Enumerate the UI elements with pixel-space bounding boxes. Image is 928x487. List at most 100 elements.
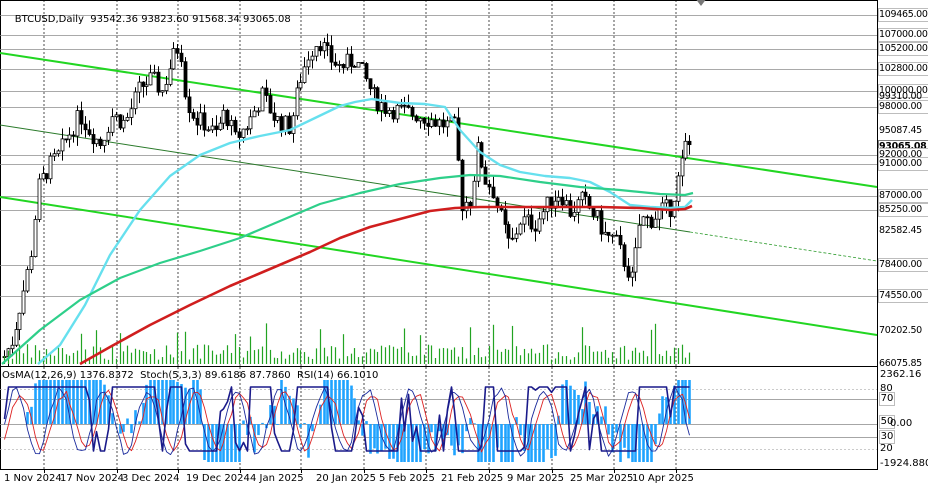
candle-body (52, 153, 57, 157)
candle-body (418, 117, 423, 122)
date-label: 10 Apr 2025 (632, 473, 694, 484)
date-tick (44, 470, 45, 473)
candle-body (333, 61, 338, 66)
date-tick (676, 470, 677, 473)
candle-body (156, 71, 161, 93)
candle-body (510, 237, 515, 240)
candle-body (29, 256, 34, 270)
candle-body (441, 119, 446, 128)
price-label: 70202.50 (879, 325, 922, 336)
price-label: 107000.00 (878, 28, 928, 42)
date-tick (240, 470, 241, 473)
candle-body (422, 117, 427, 124)
date-label: 20 Jan 2025 (316, 473, 376, 484)
price-label: 100000.00 (878, 84, 928, 98)
indicator-header: OsMA(12,26,9) 1376.8372 Stoch(5,3,3) 89.… (2, 370, 379, 381)
candle-body (572, 211, 577, 217)
candle-body (252, 110, 257, 118)
candle-body (14, 329, 19, 346)
candle-body (495, 197, 500, 207)
candle-body (114, 114, 119, 118)
candle-body (337, 64, 342, 66)
candle-body (522, 216, 527, 225)
date-tick (117, 470, 118, 473)
candle-body (137, 81, 142, 93)
price-label: 85250.00 (878, 203, 928, 217)
candle-body (680, 157, 685, 177)
candle-body (218, 122, 223, 130)
candle-body (368, 78, 373, 90)
price-label: 98000.00 (878, 100, 928, 114)
candle-body (87, 129, 92, 135)
date-label: 4 Jan 2025 (250, 473, 304, 484)
candle-body (341, 64, 346, 69)
candle-body (460, 159, 465, 212)
candle-body (649, 216, 654, 228)
candle-body (98, 138, 103, 147)
candle-body (110, 116, 115, 133)
candle-body (94, 138, 99, 145)
date-label: 3 Dec 2024 (122, 473, 180, 484)
price-label: 66075.85 (879, 358, 922, 369)
osc-label: 50 (879, 415, 895, 429)
candle-body (360, 62, 365, 64)
date-tick (614, 470, 615, 473)
candle-body (33, 219, 38, 258)
candle-body (275, 116, 280, 121)
date-tick (552, 470, 553, 473)
candle-body (379, 102, 384, 111)
ma-slow-line (79, 204, 693, 366)
candle-body (60, 138, 65, 152)
candle-body (529, 214, 534, 230)
candle-body (206, 129, 211, 132)
candle-body (491, 186, 496, 199)
osc-label: 2362.16 (880, 369, 922, 380)
candle-body (56, 150, 61, 155)
candle-body (91, 134, 96, 145)
candle-body (399, 104, 404, 107)
candle-body (310, 55, 315, 61)
candle-body (487, 183, 492, 188)
candle-body (225, 109, 230, 127)
candle-body (179, 52, 184, 63)
candle-body (214, 125, 219, 130)
stoch-signal-line (4, 389, 690, 453)
candle-body (580, 191, 585, 201)
candle-body (657, 209, 662, 220)
shift-marker-icon[interactable] (695, 0, 707, 6)
candle-body (564, 200, 569, 206)
ma-mid-line (1, 173, 694, 365)
candle-body (445, 120, 450, 128)
date-label: 21 Feb 2025 (441, 473, 504, 484)
candle-body (287, 115, 292, 134)
candle-body (198, 112, 203, 126)
candle-body (610, 234, 615, 237)
candle-body (245, 128, 250, 131)
candle-body (452, 116, 457, 119)
candle-body (129, 108, 134, 118)
price-label: 78400.00 (878, 258, 928, 272)
candle-body (591, 207, 596, 217)
candle-body (468, 201, 473, 207)
candle-body (83, 123, 88, 131)
candle-body (210, 125, 215, 131)
candle-body (603, 231, 608, 235)
price-label: 91000.00 (878, 157, 928, 171)
candle-body (568, 200, 573, 217)
candle-body (279, 116, 284, 132)
candle-body (514, 233, 519, 239)
candle-body (268, 95, 273, 114)
candle-body (560, 196, 565, 206)
candle-body (25, 269, 30, 292)
candle-body (44, 173, 49, 180)
osc-label: -1924.8808 (880, 458, 928, 469)
channel-lower-line (0, 196, 878, 336)
candle-body (472, 180, 477, 207)
candle-body (10, 344, 15, 350)
price-label: 105200.00 (878, 42, 928, 56)
date-tick (489, 470, 490, 473)
candle-body (229, 119, 234, 127)
date-tick (364, 470, 365, 473)
